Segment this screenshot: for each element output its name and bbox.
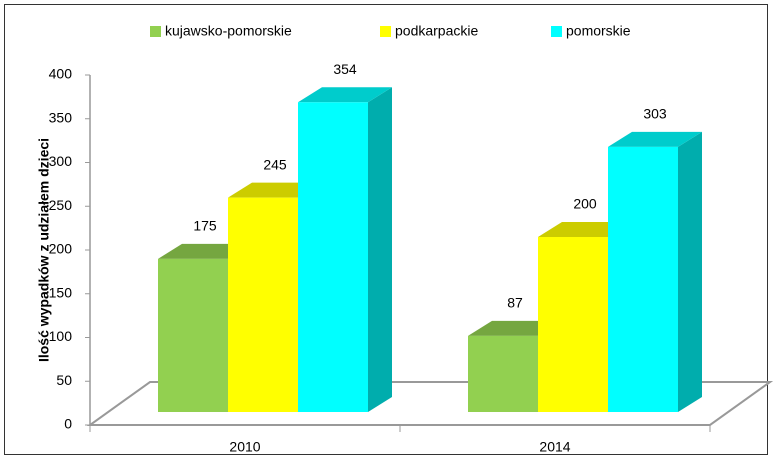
y-tick-label: 0 [64,416,72,432]
bar [298,87,392,412]
y-tick-label: 350 [49,109,73,125]
bar-front [158,258,228,412]
y-tick-label: 250 [49,197,73,213]
data-label: 245 [263,156,287,172]
legend-swatch [551,26,562,37]
data-label: 354 [333,61,357,77]
bar-front [468,335,538,412]
data-label: 175 [193,218,217,234]
legend-swatch [150,26,161,37]
y-tick-label: 100 [49,328,73,344]
data-label: 200 [573,196,597,212]
y-tick-label: 150 [49,284,73,300]
y-axis-label: Ilość wypadków z udziałem dzieci [36,138,52,362]
x-tick-label: 2010 [229,439,260,455]
bar-front [608,146,678,412]
y-tick-label: 300 [49,153,73,169]
bar-front [538,237,608,412]
bar-front [228,197,298,412]
legend-label: kujawsko-pomorskie [165,23,292,39]
bar-front [298,102,368,412]
bar-top [298,87,392,103]
legend-label: pomorskie [566,23,631,39]
bar-side [368,87,392,412]
y-tick-label: 50 [56,372,72,388]
y-tick-label: 200 [49,241,73,257]
bar [608,131,702,412]
data-label: 303 [643,106,667,122]
y-tick-label: 400 [49,66,73,82]
legend-label: podkarpackie [395,23,478,39]
data-label: 87 [507,295,523,311]
bar-top [608,131,702,147]
legend-swatch [380,26,391,37]
x-tick-label: 2014 [539,439,570,455]
bar-side [678,131,702,412]
